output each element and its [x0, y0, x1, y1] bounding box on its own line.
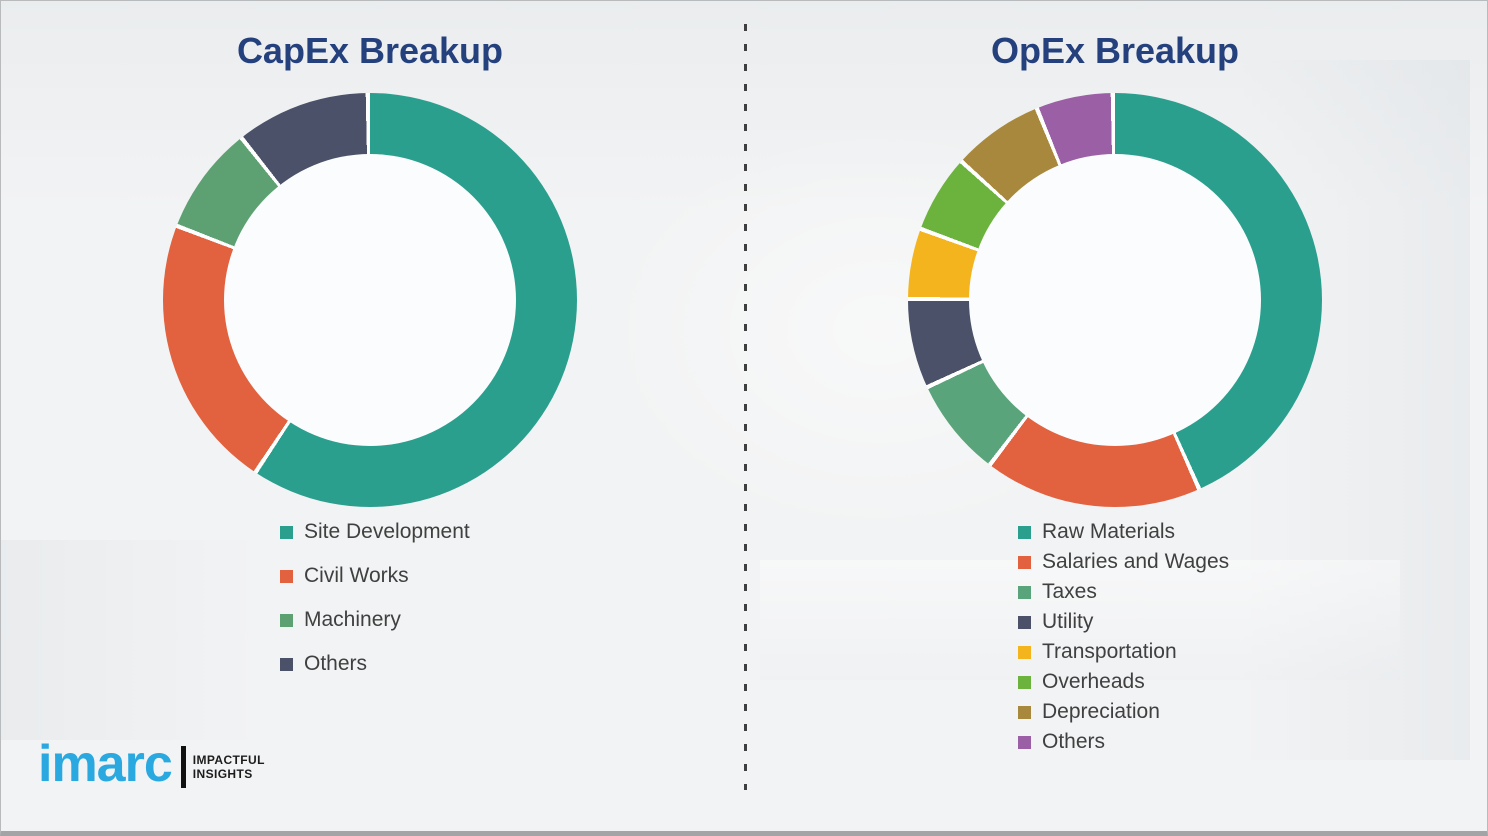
capex-donut-chart	[163, 93, 577, 507]
legend-item-overheads: Overheads	[1018, 667, 1229, 697]
legend-item-raw-materials: Raw Materials	[1018, 517, 1229, 547]
legend-item-depreciation: Depreciation	[1018, 697, 1229, 727]
legend-swatch	[280, 657, 293, 671]
legend-label: Machinery	[304, 608, 401, 631]
vertical-dashed-divider	[744, 24, 747, 790]
legend-label: Others	[1042, 730, 1106, 753]
legend-item-taxes: Taxes	[1018, 577, 1229, 607]
legend-swatch	[280, 613, 293, 627]
legend-label: Others	[304, 652, 368, 675]
imarc-logo-tagline: IMPACTFUL INSIGHTS	[193, 753, 265, 782]
legend-label: Utility	[1042, 610, 1094, 633]
capex-legend: Site Development Civil Works Machinery O…	[280, 510, 470, 686]
legend-label: Salaries and Wages	[1042, 550, 1230, 573]
background-watermark	[0, 540, 260, 740]
legend-label: Taxes	[1042, 580, 1097, 603]
imarc-logo-wordmark: imarc	[38, 735, 173, 793]
legend-swatch	[1018, 735, 1031, 749]
legend-label: Site Development	[304, 520, 470, 543]
opex-chart-title: OpEx Breakup	[990, 30, 1240, 71]
legend-label: Depreciation	[1042, 700, 1160, 723]
imarc-logo-divider-bar	[180, 746, 186, 788]
imarc-logo: imarc IMPACTFUL INSIGHTS	[38, 738, 265, 790]
legend-swatch	[1018, 585, 1031, 599]
opex-donut-hole	[969, 154, 1261, 446]
legend-item-others: Others	[280, 642, 470, 686]
legend-label: Transportation	[1042, 640, 1177, 663]
legend-item-civil-works: Civil Works	[280, 554, 470, 598]
opex-donut-chart	[908, 93, 1322, 507]
legend-label: Civil Works	[304, 564, 409, 587]
capex-donut-hole	[224, 154, 516, 446]
legend-item-transportation: Transportation	[1018, 637, 1229, 667]
legend-swatch	[280, 569, 293, 583]
legend-item-utility: Utility	[1018, 607, 1229, 637]
legend-swatch	[1018, 645, 1031, 659]
legend-label: Overheads	[1042, 670, 1145, 693]
legend-item-salaries-and-wages: Salaries and Wages	[1018, 547, 1229, 577]
legend-swatch	[1018, 525, 1031, 539]
imarc-tagline-line1: IMPACTFUL	[192, 752, 265, 767]
legend-swatch	[1018, 555, 1031, 569]
legend-item-others: Others	[1018, 727, 1229, 757]
legend-swatch	[1018, 705, 1031, 719]
capex-chart-title: CapEx Breakup	[236, 30, 504, 71]
legend-swatch	[280, 525, 293, 539]
legend-item-site-development: Site Development	[280, 510, 470, 554]
legend-swatch	[1018, 675, 1031, 689]
legend-item-machinery: Machinery	[280, 598, 470, 642]
opex-legend: Raw Materials Salaries and Wages Taxes U…	[1018, 517, 1229, 757]
imarc-tagline-line2: INSIGHTS	[192, 767, 253, 781]
legend-label: Raw Materials	[1042, 520, 1176, 543]
legend-swatch	[1018, 615, 1031, 629]
